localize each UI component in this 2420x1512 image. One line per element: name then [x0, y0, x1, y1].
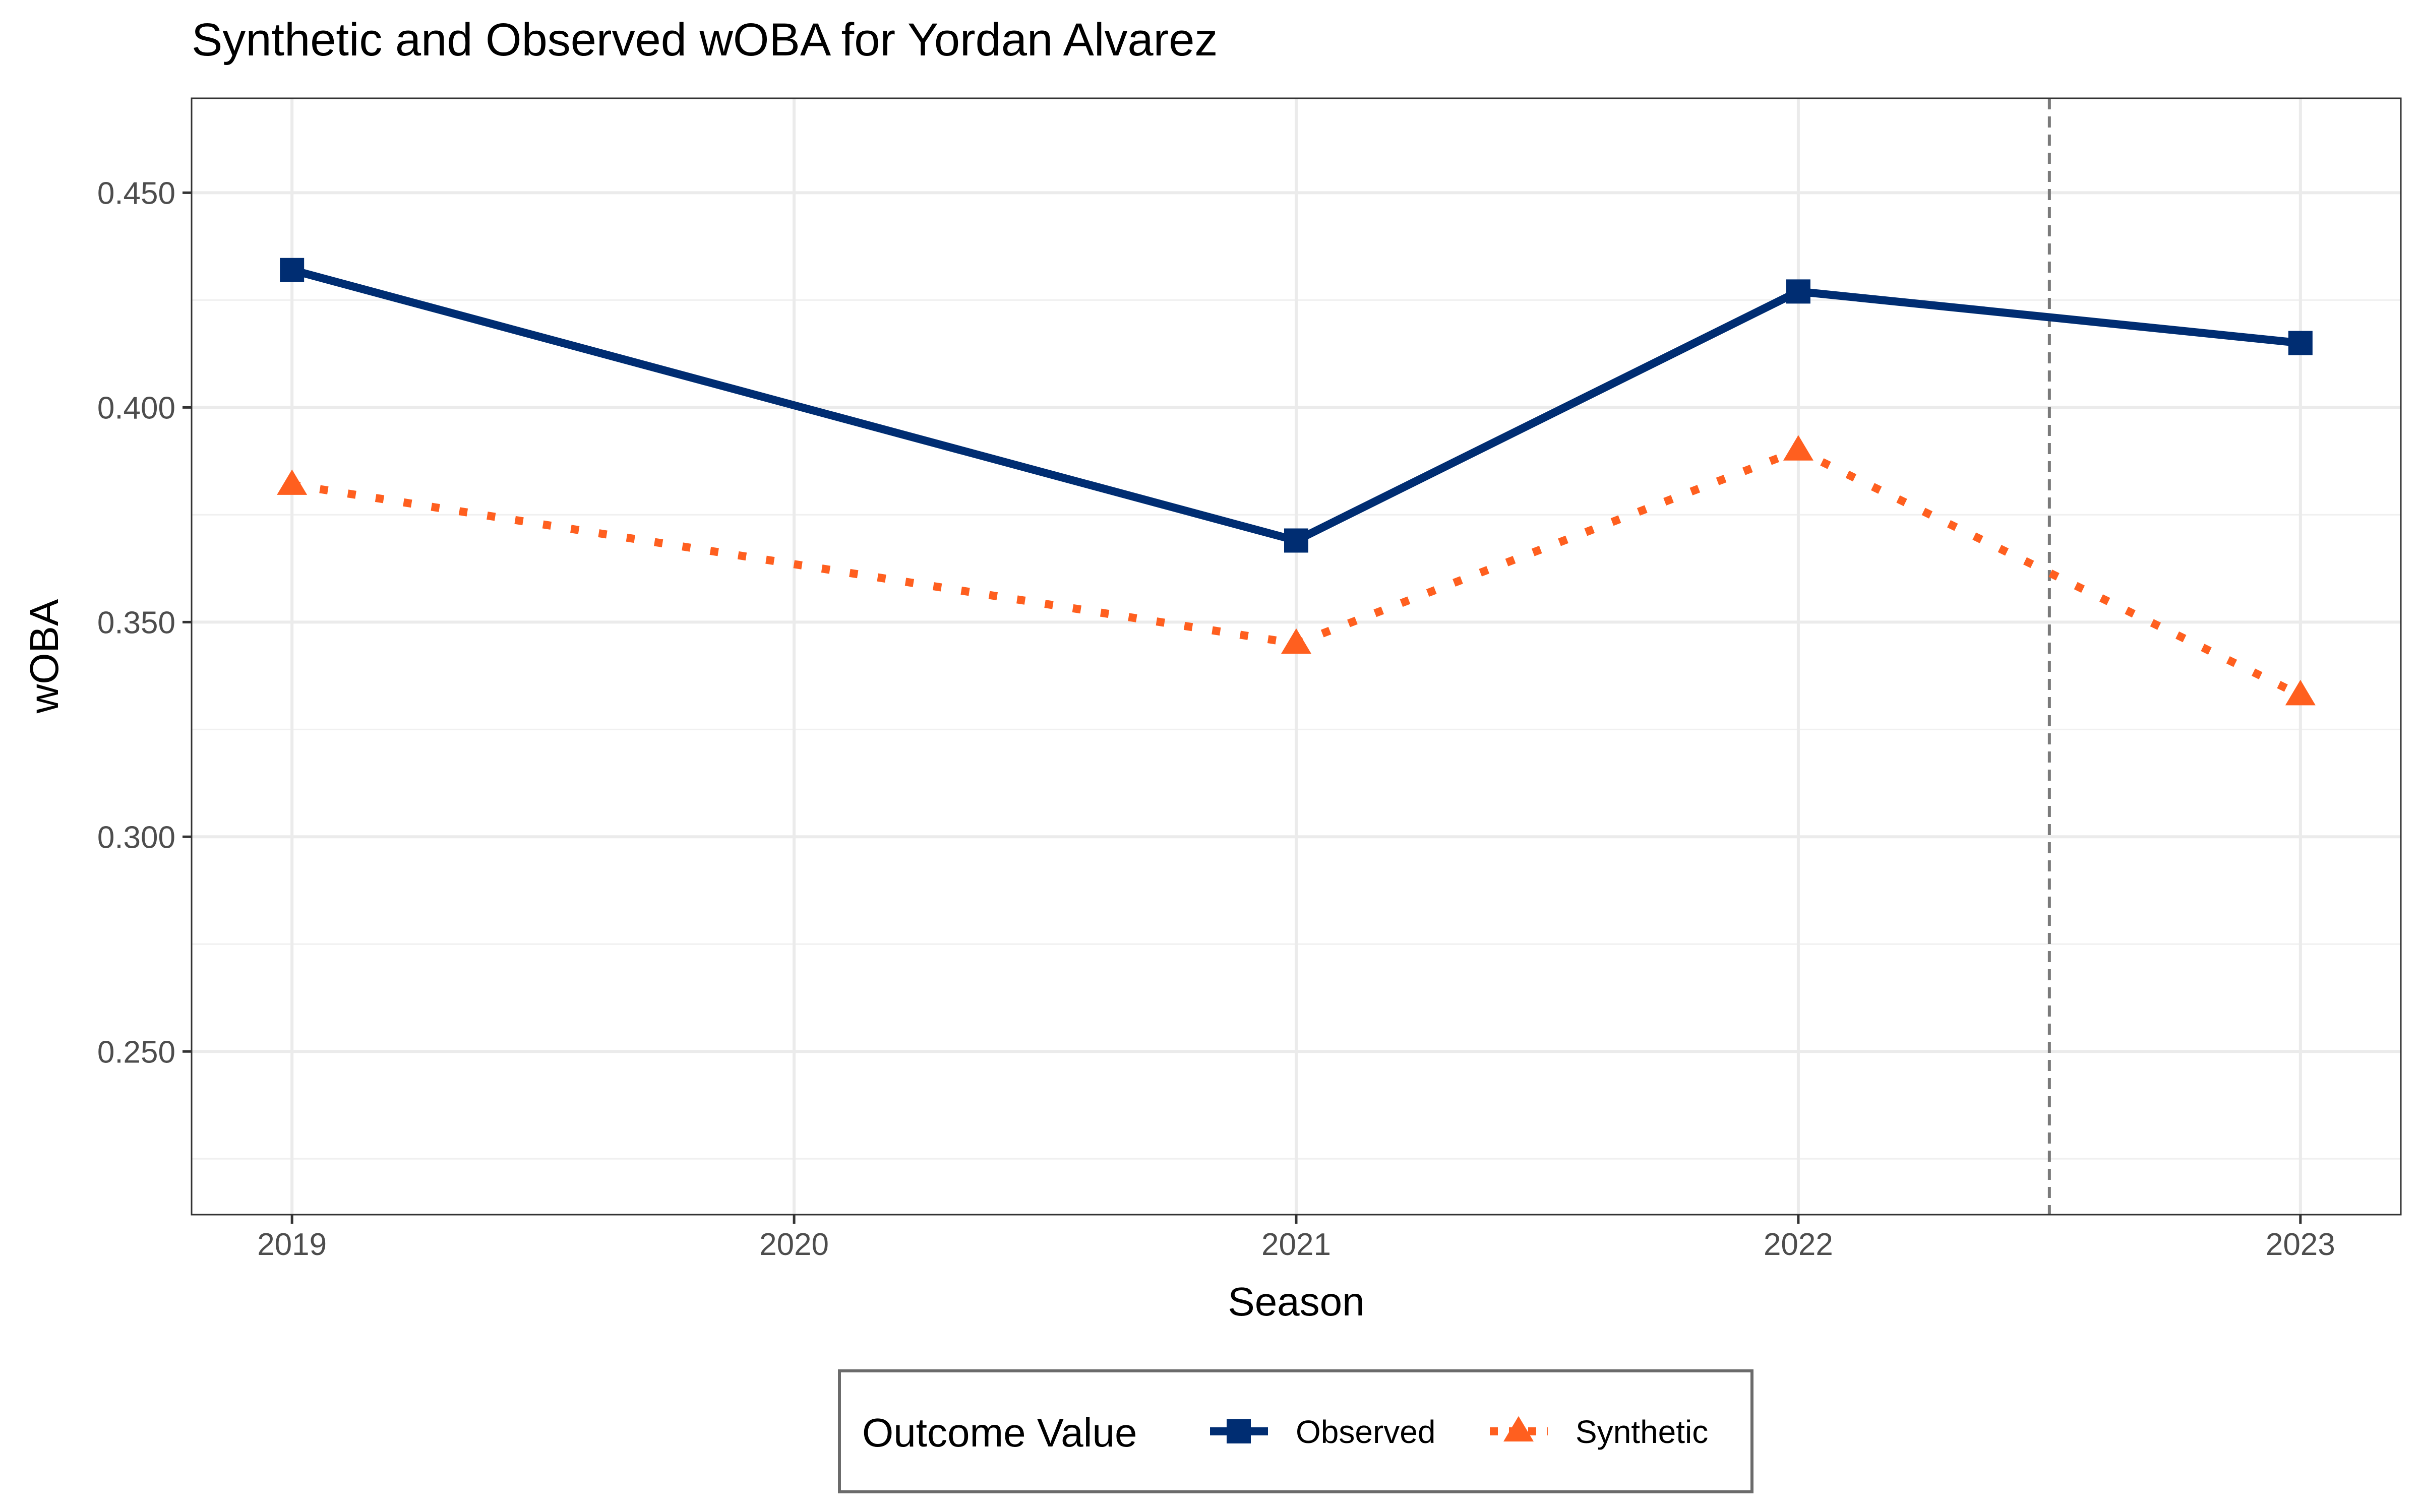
- observed-point: [280, 258, 305, 282]
- x-axis-title: Season: [1228, 1279, 1364, 1324]
- observed-legend-label: Observed: [1296, 1414, 1435, 1450]
- legend-title: Outcome Value: [862, 1410, 1137, 1455]
- synthetic-point: [1783, 435, 1813, 461]
- x-axis-ticks: 2019 2020 2021 2022 2023: [257, 1215, 2335, 1262]
- y-axis-ticks: 0.250 0.300 0.350 0.400 0.450: [97, 176, 192, 1069]
- legend-box: [838, 1369, 1753, 1493]
- observed-point: [1284, 528, 1308, 553]
- y-axis-title: wOBA: [22, 599, 67, 714]
- y-tick-label: 0.450: [97, 176, 175, 211]
- y-tick-label: 0.350: [97, 605, 175, 640]
- y-tick-label: 0.400: [97, 391, 175, 425]
- synthetic-legend-key-marker: [1503, 1416, 1534, 1442]
- observed-point: [2288, 331, 2313, 355]
- y-tick-label: 0.250: [97, 1035, 175, 1069]
- synthetic-point: [1281, 628, 1311, 654]
- synthetic-series-line: [291, 446, 2303, 699]
- observed-legend-key-marker: [1227, 1419, 1251, 1443]
- x-tick-label: 2023: [2266, 1227, 2335, 1262]
- legend: Outcome Value Observed Synthetic: [838, 1369, 1753, 1493]
- series-layer: [277, 258, 2316, 706]
- synthetic-point: [2285, 679, 2316, 706]
- synthetic-legend-label: Synthetic: [1576, 1414, 1708, 1450]
- x-tick-label: 2022: [1764, 1227, 1833, 1262]
- legend-items: Observed Synthetic: [1210, 1414, 1708, 1450]
- grid-major: [192, 98, 2401, 1215]
- chart-title: Synthetic and Observed wOBA for Yordan A…: [192, 14, 1218, 66]
- x-tick-label: 2020: [759, 1227, 829, 1262]
- synthetic-point: [277, 469, 308, 495]
- x-tick-label: 2019: [257, 1227, 327, 1262]
- observed-point: [1786, 279, 1810, 304]
- y-tick-label: 0.300: [97, 820, 175, 855]
- observed-series-line: [291, 266, 2301, 545]
- x-tick-label: 2021: [1261, 1227, 1331, 1262]
